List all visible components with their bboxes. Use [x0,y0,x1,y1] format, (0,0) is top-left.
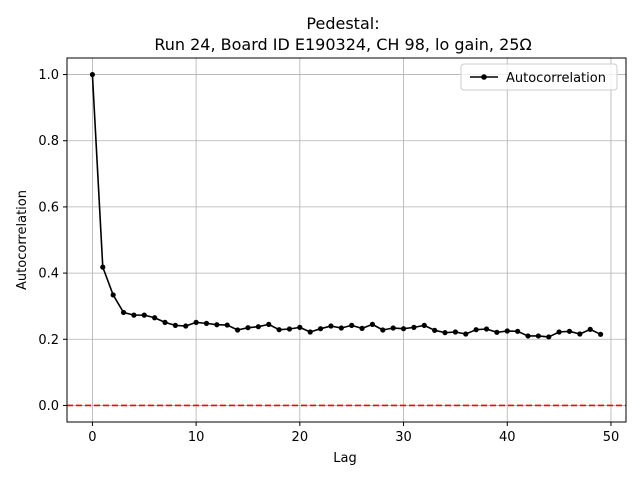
data-point [587,326,593,332]
data-point [463,331,469,337]
data-point [369,321,376,327]
data-point [400,326,407,332]
data-point [245,325,251,331]
data-point [224,322,230,328]
data-point [131,312,137,318]
y-tick-label: 0.0 [38,399,59,414]
y-tick-label: 0.8 [38,134,59,149]
y-tick-label: 0.6 [38,200,59,215]
data-point [286,326,293,332]
data-point [556,329,562,335]
data-point [214,322,220,328]
data-point [276,327,282,333]
data-point [203,320,210,326]
legend: Autocorrelation [460,63,618,91]
x-tick-label: 20 [292,430,309,445]
data-point [141,312,147,318]
data-point [193,319,199,325]
x-axis-label: Lag [333,451,356,466]
axes-layer [66,57,627,423]
data-point [483,326,490,332]
data-point [380,327,386,333]
data-point [110,292,116,298]
data-point [100,264,106,270]
data-point [338,325,344,331]
data-point [152,315,158,321]
data-point [597,331,604,337]
chart-title-line-2: Run 24, Board ID E190324, CH 98, lo gain… [154,35,531,54]
data-point [307,329,313,335]
data-point [452,329,458,335]
data-point [390,325,396,331]
y-axis-label: Autocorrelation [15,190,30,290]
data-point [421,322,427,328]
x-tick-label: 30 [395,430,412,445]
data-point [494,329,500,335]
chart-title-line-1: Pedestal: [306,14,379,33]
series-layer [89,71,604,340]
legend-box [460,63,618,91]
data-point [183,323,189,329]
data-point [235,327,241,333]
y-tick-label: 0.2 [38,333,59,348]
data-point [89,71,96,78]
legend-marker-swatch [481,74,487,80]
ticks-layer: 0 10 20 30 40 50 0.0 0.2 0.4 0.6 0.8 1.0 [38,68,619,445]
data-point [359,325,365,331]
data-point [120,309,127,316]
data-point [255,324,261,330]
data-point [442,330,448,336]
x-tick-label: 50 [603,430,620,445]
data-point [172,322,178,328]
data-point [432,327,438,333]
data-point [577,331,583,337]
data-point [546,334,552,340]
data-point [349,322,355,328]
y-tick-label: 0.4 [38,267,59,282]
legend-label: Autocorrelation [506,71,606,86]
data-point [328,323,334,329]
y-tick-label: 1.0 [38,68,59,83]
data-point [504,328,510,334]
data-point [535,333,541,339]
data-point [297,324,303,330]
data-point [317,326,324,332]
grid-layer [67,58,626,422]
data-point [515,328,521,334]
data-point [162,319,168,325]
data-point [473,327,479,333]
x-tick-label: 10 [188,430,205,445]
data-point [266,321,272,327]
x-tick-label: 40 [499,430,516,445]
data-point [566,328,573,334]
data-point [525,333,531,339]
data-point [411,324,417,330]
x-tick-label: 0 [88,430,96,445]
plot-frame [66,57,627,423]
